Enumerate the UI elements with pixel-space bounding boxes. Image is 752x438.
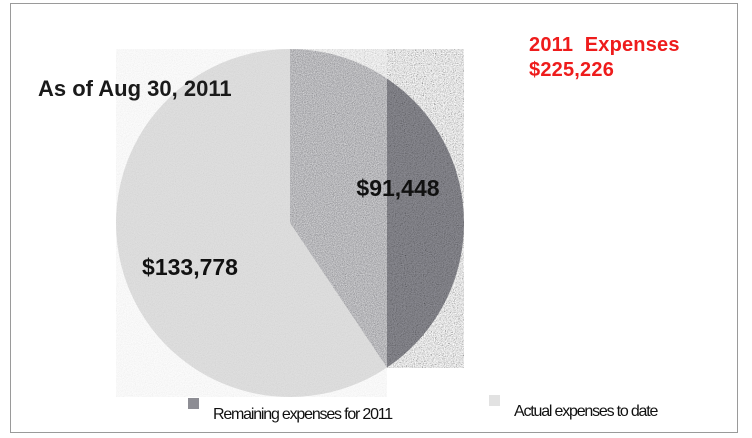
as-of-date-label: As of Aug 30, 2011	[38, 76, 232, 101]
pie-slice-actual-expenses	[115, 49, 387, 397]
legend-swatch-actual	[489, 395, 500, 406]
chart-title: 2011 Expenses $225,226	[529, 33, 680, 83]
chart-title-line-2: $225,226	[529, 59, 615, 81]
legend-item-remaining: Remaining expenses for 2011	[188, 398, 393, 424]
legend-item-actual: Actual expenses to date	[489, 395, 658, 421]
pie-value-label-remaining: $91,448	[356, 175, 439, 201]
chart-title-line-1: 2011 Expenses	[529, 34, 680, 56]
pie-slice-remaining-expenses	[290, 49, 464, 368]
legend-label-remaining: Remaining expenses for 2011	[213, 406, 393, 423]
legend-label-actual: Actual expenses to date	[514, 403, 658, 420]
legend-swatch-remaining	[188, 398, 199, 409]
pie-value-label-actual: $133,778	[142, 254, 238, 280]
